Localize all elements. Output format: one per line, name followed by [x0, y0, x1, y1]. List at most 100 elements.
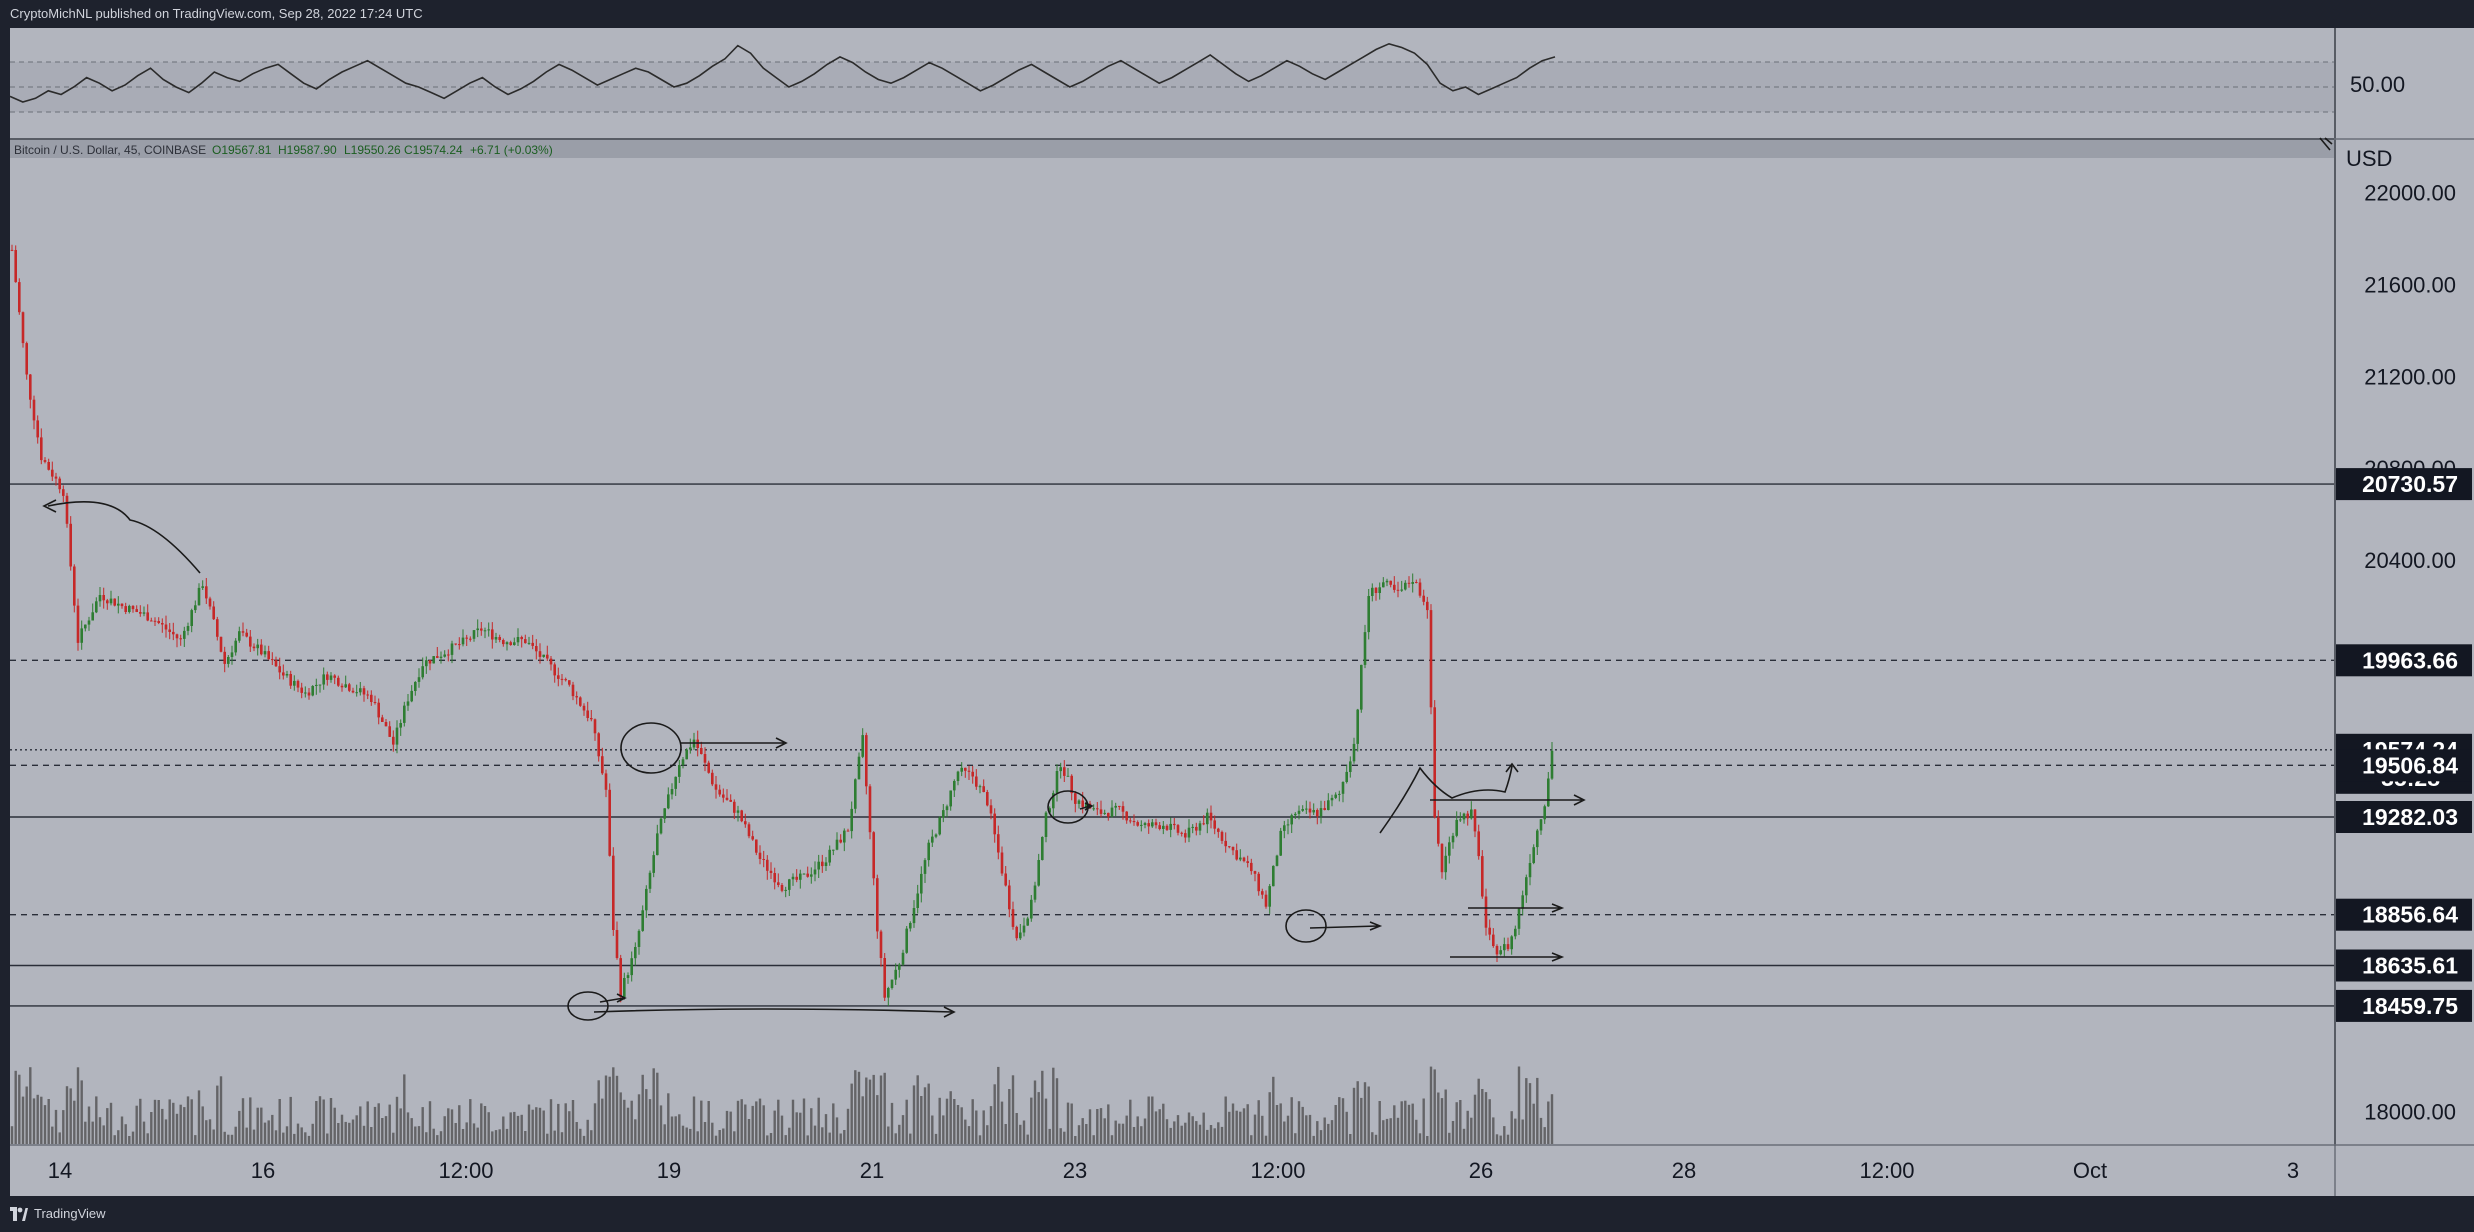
legend-open: O19567.81 — [212, 143, 272, 157]
volume-bar — [1132, 1127, 1136, 1144]
volume-bar — [1495, 1134, 1499, 1144]
candle-body — [1400, 589, 1403, 591]
candle-body — [663, 808, 666, 819]
volume-bar — [461, 1129, 465, 1144]
volume-bar — [124, 1124, 127, 1144]
candle-body — [344, 684, 347, 688]
candle-body — [76, 605, 80, 643]
volume-bar — [234, 1126, 237, 1144]
candle-body — [315, 684, 318, 686]
candle-body — [630, 958, 633, 976]
volume-bar — [1081, 1118, 1084, 1144]
volume-bar — [1393, 1105, 1396, 1144]
candle-body — [245, 632, 248, 637]
volume-bar — [227, 1134, 230, 1144]
volume-bar — [186, 1096, 190, 1144]
candle-body — [1136, 822, 1139, 826]
candle-body — [326, 674, 329, 680]
annotation-circle — [1285, 909, 1327, 943]
volume-bar — [403, 1074, 406, 1144]
candle-body — [285, 674, 289, 676]
volume-bar — [733, 1131, 736, 1144]
candle-body — [1231, 846, 1235, 851]
volume-bar — [542, 1110, 545, 1144]
candle-body — [1477, 831, 1480, 857]
candle-body — [1312, 810, 1315, 813]
candle-body — [392, 736, 395, 745]
candle-body — [384, 722, 388, 727]
volume-bar — [971, 1099, 974, 1144]
volume-bar — [1162, 1103, 1165, 1144]
level-badge — [2336, 801, 2472, 833]
annotation-arrow — [680, 737, 788, 749]
volume-bar — [942, 1115, 945, 1144]
candle-body — [1114, 805, 1117, 808]
candle-body — [652, 855, 655, 873]
candle-body — [1290, 815, 1293, 825]
volume-bar — [421, 1107, 424, 1144]
volume-bar — [890, 1102, 894, 1144]
volume-bar — [62, 1110, 65, 1144]
candle-body — [909, 923, 912, 929]
candle-body — [942, 810, 945, 818]
candle-body — [461, 637, 465, 645]
candle-body — [128, 605, 131, 612]
volume-bar — [1400, 1101, 1403, 1144]
volume-bar — [1455, 1102, 1458, 1144]
volume-bar — [835, 1117, 839, 1144]
volume-bar — [256, 1107, 259, 1144]
chart-area[interactable]: 50.00 Bitcoin / U.S. Dollar, 45, COINBAS… — [0, 28, 2474, 1196]
volume-bar — [1338, 1097, 1341, 1144]
volume-bar — [905, 1099, 908, 1144]
volume-bar — [509, 1112, 512, 1144]
volume-bar — [1371, 1132, 1374, 1144]
candle-body — [670, 789, 674, 795]
volume-bar — [1444, 1089, 1447, 1144]
volume-bar — [1059, 1128, 1062, 1144]
time-tick-label: 21 — [860, 1158, 884, 1183]
volume-bar — [945, 1098, 949, 1144]
volume-bar — [175, 1113, 179, 1144]
volume-bar — [197, 1090, 201, 1144]
volume-bar — [1514, 1118, 1517, 1144]
volume-bar — [1055, 1078, 1059, 1144]
volume-bar — [832, 1103, 835, 1144]
candle-body — [362, 688, 366, 695]
volume-bar — [1052, 1067, 1055, 1144]
level-badge — [2336, 644, 2472, 677]
candle-body — [274, 660, 278, 667]
candle-body — [634, 947, 637, 959]
volume-bar — [531, 1109, 534, 1144]
tradingview-brand[interactable]: TradingView — [10, 1206, 106, 1221]
candle-body — [1385, 580, 1389, 583]
volume-bar — [1074, 1136, 1077, 1144]
volume-bar — [1195, 1121, 1198, 1144]
volume-bar — [1268, 1092, 1271, 1144]
candle-body — [1140, 824, 1143, 826]
candle-body — [168, 629, 171, 632]
candle-body — [454, 643, 457, 645]
candle-body — [1070, 775, 1073, 794]
candle-body — [685, 749, 688, 760]
levels-layer — [10, 483, 2334, 1007]
level-badge — [2336, 749, 2472, 782]
volume-bar — [208, 1119, 212, 1144]
time-tick-label: 12:00 — [1250, 1158, 1305, 1183]
candle-body — [1411, 582, 1414, 584]
candle-body — [828, 849, 831, 863]
candle-body — [113, 598, 116, 606]
volume-bar — [766, 1135, 769, 1144]
volume-bar — [282, 1132, 285, 1144]
volume-bar — [920, 1096, 923, 1144]
volume-bar — [601, 1098, 604, 1144]
candle-body — [850, 808, 853, 832]
candle-body — [1059, 767, 1062, 772]
volume-bar — [1066, 1102, 1070, 1144]
volume-bar — [1466, 1110, 1469, 1144]
tradingview-logo-icon — [10, 1206, 28, 1221]
level-badge-label: 18856.64 — [2362, 902, 2458, 928]
volume-bar — [938, 1097, 941, 1144]
volume-bar — [230, 1134, 234, 1144]
candle-body — [399, 723, 402, 728]
candle-body — [1389, 580, 1392, 585]
